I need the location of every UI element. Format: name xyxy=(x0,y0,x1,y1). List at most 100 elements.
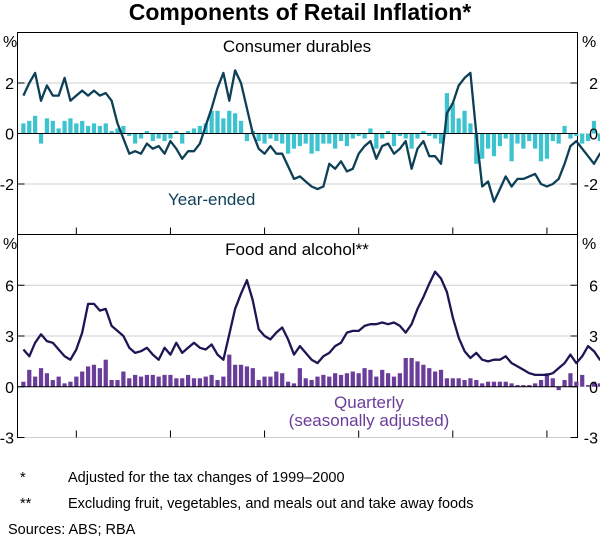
year-ended-line xyxy=(22,270,600,377)
quarterly-bar xyxy=(127,378,132,387)
quarterly-bar xyxy=(433,371,438,387)
quarterly-bar xyxy=(509,133,514,162)
quarterly-bar xyxy=(362,368,367,387)
quarterly-bar xyxy=(462,110,467,134)
quarterly-bar xyxy=(238,364,244,387)
quarterly-bar xyxy=(580,133,585,144)
quarterly-bar xyxy=(74,123,79,134)
quarterly-bar xyxy=(468,378,473,387)
quarterly-bar xyxy=(103,359,108,387)
quarterly-bar xyxy=(303,378,308,387)
quarterly-bar xyxy=(180,133,185,144)
quarterly-bar xyxy=(585,385,591,387)
quarterly-bar xyxy=(380,133,385,139)
quarterly-bar xyxy=(456,118,461,134)
quarterly-bar xyxy=(133,133,138,144)
quarterly-bar xyxy=(462,379,467,387)
quarterly-bar xyxy=(44,373,50,387)
quarterly-bar xyxy=(262,376,267,387)
quarterly-bar xyxy=(256,379,261,387)
quarterly-bar xyxy=(109,379,114,387)
quarterly-bar xyxy=(27,369,32,387)
quarterly-bar xyxy=(133,374,138,387)
quarterly-bar xyxy=(409,133,414,149)
quarterly-bar xyxy=(38,133,44,144)
quarterly-bar xyxy=(33,376,38,387)
quarterly-bar xyxy=(591,381,597,387)
quarterly-bar xyxy=(27,120,32,134)
quarterly-bar xyxy=(103,123,108,134)
quarterly-bar xyxy=(180,378,185,387)
quarterly-label: Quarterly xyxy=(334,393,404,412)
y-unit-right: % xyxy=(582,236,596,253)
quarterly-bar xyxy=(450,378,455,387)
quarterly-bar xyxy=(203,376,208,387)
footnote-mark: * xyxy=(20,470,26,486)
y-tick-label-right: -3 xyxy=(584,431,598,448)
quarterly-bar xyxy=(350,133,355,139)
quarterly-bar xyxy=(327,376,332,387)
quarterly-bar xyxy=(397,133,402,137)
quarterly-bar xyxy=(480,383,485,387)
chart-figure: Components of Retail Inflation* Consumer… xyxy=(0,0,600,448)
y-tick-label-left: -3 xyxy=(0,431,14,448)
quarterly-bar xyxy=(333,133,338,149)
quarterly-bar xyxy=(515,133,520,144)
quarterly-bar xyxy=(538,379,544,387)
quarterly-bar xyxy=(297,133,302,147)
y-unit-left: % xyxy=(3,236,17,253)
quarterly-bar xyxy=(521,133,526,149)
quarterly-bar xyxy=(374,376,379,387)
quarterly-bar xyxy=(244,366,250,387)
quarterly-bar xyxy=(515,385,520,387)
quarterly-bar xyxy=(68,118,73,134)
quarterly-bar xyxy=(21,381,26,387)
y-tick-label-right: 0 xyxy=(589,127,598,144)
quarterly-bar xyxy=(333,373,338,387)
quarterly-bar xyxy=(215,379,220,387)
quarterly-bar xyxy=(115,379,120,387)
quarterly-sublabel: (seasonally adjusted) xyxy=(289,411,450,430)
quarterly-bar xyxy=(568,133,573,139)
footnote-food: ** Excluding fruit, vegetables, and meal… xyxy=(20,496,580,516)
quarterly-bar xyxy=(221,118,226,134)
quarterly-bar xyxy=(415,361,420,387)
quarterly-bar xyxy=(309,133,314,154)
quarterly-bar xyxy=(497,381,502,387)
y-tick-label-right: 0 xyxy=(589,380,598,397)
quarterly-bar xyxy=(174,378,179,387)
quarterly-bar xyxy=(356,133,361,137)
quarterly-bar xyxy=(156,133,161,139)
quarterly-bar xyxy=(421,364,426,387)
quarterly-bar xyxy=(150,133,155,142)
quarterly-bar xyxy=(397,373,402,387)
quarterly-bar xyxy=(80,371,85,387)
quarterly-bar xyxy=(485,133,491,149)
quarterly-bar xyxy=(533,133,538,149)
quarterly-bar xyxy=(250,368,255,387)
quarterly-bar xyxy=(97,125,102,134)
quarterly-bar xyxy=(244,133,250,142)
quarterly-bar xyxy=(356,373,361,387)
quarterly-bar xyxy=(509,383,514,387)
quarterly-bar xyxy=(138,133,144,139)
quarterly-bar xyxy=(315,376,320,387)
quarterly-bar xyxy=(480,133,485,159)
quarterly-bar xyxy=(368,128,373,134)
quarterly-bar xyxy=(309,379,314,387)
quarterly-bar xyxy=(156,376,161,387)
y-tick-label-left: 6 xyxy=(5,278,14,295)
quarterly-bar xyxy=(121,371,126,387)
quarterly-bar xyxy=(91,123,97,134)
quarterly-bar xyxy=(574,133,579,137)
quarterly-bar xyxy=(321,374,326,387)
quarterly-bar xyxy=(80,120,85,134)
quarterly-bar xyxy=(468,123,473,134)
quarterly-bar xyxy=(197,125,202,134)
quarterly-bar xyxy=(574,381,579,387)
sources-note: Sources: ABS; RBA xyxy=(8,522,136,538)
quarterly-bar xyxy=(562,379,567,387)
quarterly-bar xyxy=(285,381,291,387)
quarterly-bar xyxy=(56,376,61,387)
quarterly-bar xyxy=(385,373,391,387)
